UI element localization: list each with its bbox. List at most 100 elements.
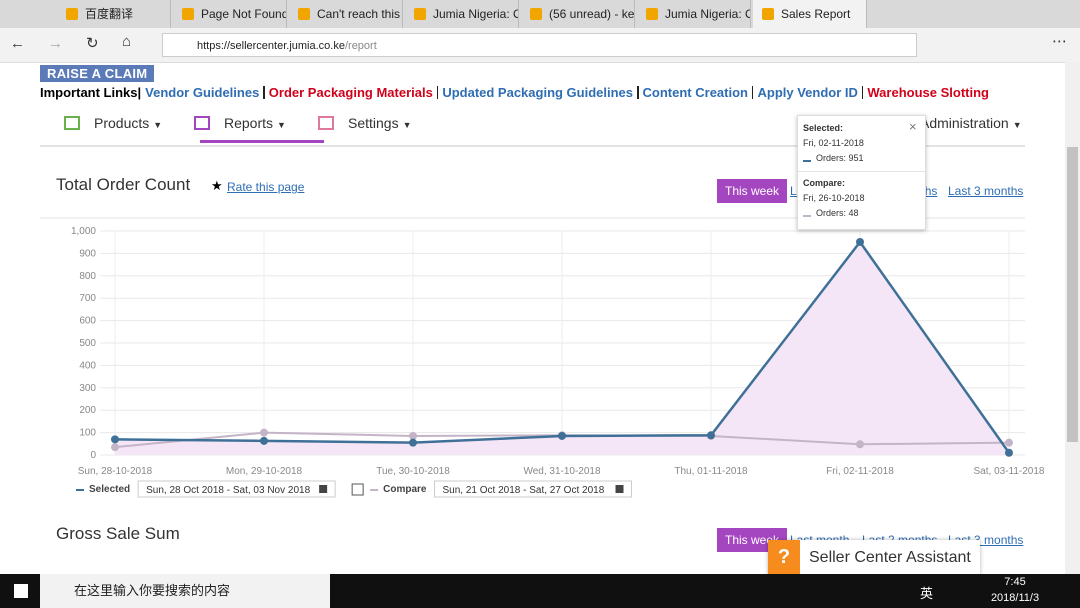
- data-point: [260, 428, 268, 437]
- important-link[interactable]: Warehouse Slotting: [867, 85, 989, 100]
- back-button[interactable]: ←: [10, 35, 25, 52]
- date-range: Sun, 28 Oct 2018 - Sat, 03 Nov 2018: [146, 485, 310, 496]
- y-tick-label: 800: [79, 271, 96, 282]
- nav-item[interactable]: Products ▼: [64, 108, 163, 143]
- range-button[interactable]: Last 3 months: [948, 184, 1024, 198]
- data-point: [856, 237, 864, 246]
- home-button[interactable]: ⌂: [122, 33, 132, 50]
- x-tick-label: Wed, 31-10-2018: [523, 466, 601, 477]
- rate-link[interactable]: Rate this page: [227, 180, 305, 194]
- nav-caret: ▼: [1012, 120, 1022, 130]
- browser-tab[interactable]: Jumia Nigeria: O: [637, 0, 751, 28]
- important-link[interactable]: Apply Vendor ID: [757, 85, 858, 100]
- legend-label: Selected: [89, 484, 130, 495]
- tooltip-date: Fri, 26-10-2018: [803, 193, 865, 203]
- y-tick-label: 200: [79, 405, 96, 416]
- compare-checkbox: [351, 483, 364, 496]
- chart-tooltip: Selected: Fri, 02-11-2018 Orders: 951 Co…: [797, 115, 926, 230]
- clock-date[interactable]: 2018/11/3: [990, 592, 1040, 604]
- more-button[interactable]: ⋯: [1052, 33, 1067, 50]
- nav-label: Settings: [348, 115, 399, 131]
- y-tick-label: 300: [79, 383, 96, 394]
- data-point: [409, 438, 417, 447]
- important-link[interactable]: Vendor Guidelines: [145, 85, 260, 100]
- close-button[interactable]: ×: [909, 119, 917, 134]
- nav-label: Administration: [920, 115, 1009, 131]
- link-separator: [751, 86, 754, 99]
- search-box[interactable]: 在这里输入你要搜索的内容: [40, 574, 330, 608]
- browser-tab[interactable]: Sales Report: [753, 0, 867, 28]
- nav-item[interactable]: Settings ▼: [318, 108, 412, 143]
- nav-icon: [64, 116, 80, 130]
- x-tick-label: Mon, 29-10-2018: [226, 466, 303, 477]
- link-separator: [861, 86, 864, 99]
- important-link[interactable]: Order Packaging Materials: [268, 85, 433, 100]
- data-point: [409, 431, 417, 440]
- clock-time[interactable]: 7:45: [1004, 576, 1026, 588]
- y-tick-label: 1,000: [71, 226, 96, 237]
- data-point: [1005, 448, 1013, 457]
- data-point: [558, 431, 566, 440]
- tooltip-value: Orders: 48: [816, 208, 859, 218]
- refresh-button[interactable]: ↻: [86, 35, 99, 52]
- important-link[interactable]: Updated Packaging Guidelines: [442, 85, 634, 100]
- section-title: Total Order Count: [56, 175, 191, 194]
- tooltip-swatch: [803, 160, 811, 162]
- url-host: https://sellercenter.jumia.co.ke: [197, 40, 345, 52]
- nav-bar: Products ▼ Reports ▼ Settings ▼ Administration…: [40, 108, 1025, 147]
- url-field[interactable]: https://sellercenter.jumia.co.ke/report: [162, 33, 917, 57]
- start-button[interactable]: [14, 584, 28, 598]
- important-link[interactable]: Content Creation: [642, 85, 748, 100]
- taskbar: 在这里输入你要搜索的内容 英 7:45 2018/11/3: [0, 574, 1080, 608]
- important-links: Important Links| Vendor Guidelines Order P…: [40, 85, 993, 100]
- tooltip-date: Fri, 02-11-2018: [803, 138, 864, 148]
- data-point: [111, 443, 119, 452]
- x-tick-label: Sat, 03-11-2018: [974, 466, 1045, 477]
- x-tick-label: Tue, 30-10-2018: [376, 466, 450, 477]
- data-point: [260, 436, 268, 445]
- assistant-label: Seller Center Assistant: [809, 549, 971, 566]
- browser-tab[interactable]: (56 unread) - ke: [521, 0, 635, 28]
- chart: 0 100 200 300 400 500 600 700 800 900 1,000 Sun, 28…: [40, 217, 1045, 498]
- nav-item[interactable]: Reports ▼: [194, 108, 324, 143]
- series-area: [115, 241, 1009, 455]
- url-path: /report: [344, 40, 377, 52]
- link-separator: [637, 86, 639, 99]
- y-tick-label: 100: [79, 428, 96, 439]
- browser-tab[interactable]: Page Not Found: [173, 0, 287, 28]
- nav-item[interactable]: Administration ▼: [920, 108, 1022, 143]
- ime-indicator[interactable]: 英: [920, 586, 934, 601]
- nav-icon: [194, 116, 210, 130]
- data-point: [1005, 438, 1013, 447]
- range-button[interactable]: This week: [717, 179, 788, 203]
- x-tick-label: Fri, 02-11-2018: [826, 466, 894, 477]
- tooltip-title: Selected:: [803, 123, 844, 133]
- calendar-icon: [319, 485, 328, 493]
- nav-label: Products: [94, 115, 150, 131]
- legend-label: Compare: [383, 484, 427, 495]
- links-label: Important Links|: [40, 85, 142, 100]
- tooltip-value: Orders: 951: [816, 153, 864, 163]
- y-tick-label: 400: [79, 360, 96, 371]
- raise-claim-button[interactable]: RAISE A CLAIM: [40, 65, 155, 82]
- nav-icon: [318, 116, 334, 130]
- y-tick-label: 900: [79, 248, 96, 259]
- browser-tab[interactable]: Can't reach this p: [289, 0, 403, 28]
- star-icon: ★: [211, 178, 223, 193]
- date-range-box: [137, 480, 336, 498]
- nav-caret: ▼: [153, 120, 163, 130]
- data-point: [111, 435, 119, 444]
- date-range: Sun, 21 Oct 2018 - Sat, 27 Oct 2018: [443, 485, 605, 496]
- browser-tab[interactable]: Jumia Nigeria: O: [405, 0, 519, 28]
- y-tick-label: 600: [79, 316, 96, 327]
- data-point: [707, 431, 715, 440]
- nav-caret: ▼: [277, 120, 286, 130]
- forward-button[interactable]: →: [48, 35, 63, 52]
- assistant-icon: ?: [768, 540, 800, 576]
- nav-label: Reports: [224, 115, 274, 131]
- scrollbar[interactable]: [1065, 62, 1080, 574]
- browser-tab[interactable]: 百度翻译: [57, 0, 171, 28]
- assistant-widget[interactable]: ? Seller Center Assistant: [768, 540, 980, 576]
- tab-bar: 百度翻译 Page Not Found Can't reach this p Jumi…: [0, 0, 1080, 28]
